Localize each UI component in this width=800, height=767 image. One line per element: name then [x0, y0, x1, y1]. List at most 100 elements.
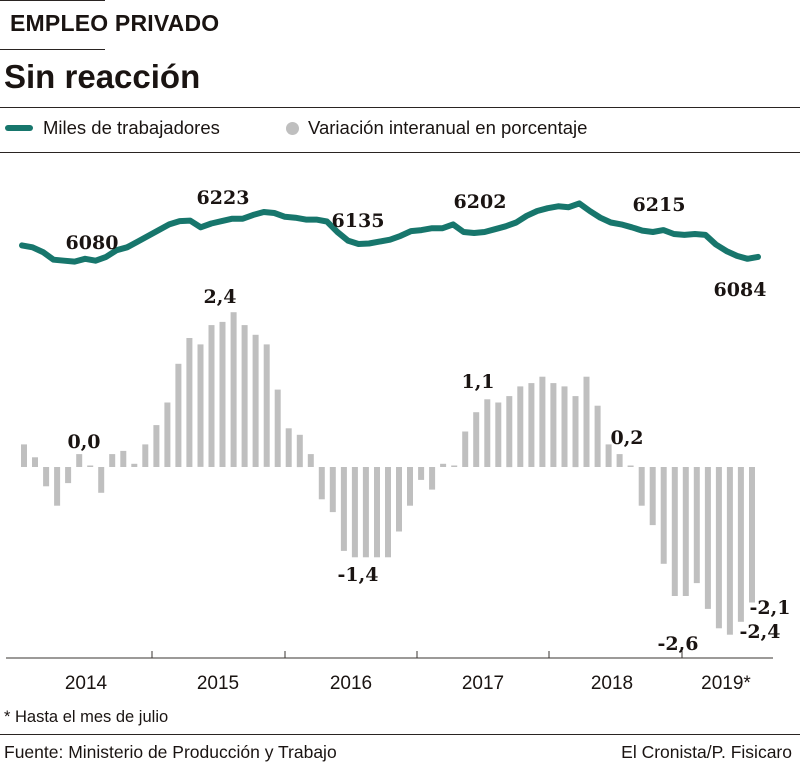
bar: [451, 465, 458, 467]
chart: 2014 2015 2016 2017 2018 2019* 6080 6223 6135 62…: [6, 187, 790, 694]
bar: [649, 467, 656, 526]
bar: [616, 454, 623, 467]
bar: [374, 467, 380, 558]
line-value-label: 6202: [454, 191, 507, 213]
bar: [638, 467, 645, 506]
bar: [340, 467, 347, 551]
bar: [230, 312, 237, 467]
bar: [704, 467, 711, 609]
bar: [43, 467, 50, 487]
headline-rule: [0, 107, 800, 108]
bar: [252, 334, 259, 467]
bar: [682, 467, 689, 596]
bar: [329, 467, 336, 513]
bar-value-label: 0,0: [67, 431, 100, 453]
bar-series: [21, 312, 755, 635]
bar: [583, 376, 590, 467]
bar: [21, 444, 27, 467]
bar-value-label: -1,4: [338, 564, 379, 586]
bar-value-label: 0,2: [610, 427, 643, 449]
bar: [737, 467, 744, 622]
legend-line-label: Miles de trabajadores: [43, 117, 220, 138]
bar: [98, 467, 105, 493]
x-axis: 2014 2015 2016 2017 2018 2019*: [6, 651, 773, 694]
headline: Sin reacción: [4, 58, 201, 95]
bar: [351, 467, 358, 558]
bar: [87, 465, 94, 467]
bar: [65, 467, 72, 484]
bar: [54, 467, 61, 506]
line-swatch-icon: [5, 125, 33, 131]
bar: [407, 467, 413, 506]
year-tick-label: 2017: [462, 673, 504, 694]
bar: [528, 383, 535, 467]
bar: [131, 463, 138, 467]
bar: [175, 363, 182, 467]
bar: [462, 431, 469, 467]
kicker-top-rule: [0, 0, 105, 1]
bar: [484, 399, 491, 467]
bar: [153, 425, 160, 467]
bar: [164, 402, 171, 467]
bar: [219, 321, 226, 467]
bar: [109, 454, 116, 467]
bar-labels: 0,0 2,4 -1,4 1,1 0,2 -2,6 -2,4-2,1: [67, 286, 790, 655]
bar: [197, 344, 204, 467]
bar: [440, 463, 447, 467]
bar: [362, 467, 369, 558]
bar: [693, 467, 700, 584]
bar: [473, 412, 480, 467]
bar: [715, 467, 722, 629]
bar: [429, 467, 436, 490]
year-tick-label: 2019*: [701, 673, 751, 694]
year-tick-label: 2016: [330, 673, 372, 694]
bar: [186, 338, 193, 467]
bar: [142, 444, 149, 467]
legend-bar-label: Variación interanual en porcentaje: [308, 117, 588, 138]
bar: [208, 325, 215, 467]
bar-value-label: -2,4: [740, 621, 781, 643]
footnote: * Hasta el mes de julio: [4, 708, 169, 726]
bar: [506, 396, 513, 468]
bar: [418, 467, 425, 480]
line-value-label: 6084: [714, 279, 767, 301]
legend-line: Miles de trabajadores: [5, 117, 220, 139]
kicker-bottom-rule: [0, 49, 105, 50]
bar: [660, 467, 667, 564]
bar: [605, 444, 612, 467]
bar: [495, 402, 502, 467]
bar: [318, 467, 325, 500]
line-series: [19, 200, 761, 265]
bar-value-label: -2,1: [750, 597, 791, 619]
bar-value-label: 2,4: [203, 286, 236, 308]
line-value-label: 6080: [66, 232, 119, 254]
bar: [32, 457, 38, 467]
bar: [396, 467, 402, 532]
line-labels: 6080 6223 6135 6202 6215 6084: [66, 187, 767, 301]
bar: [627, 465, 634, 467]
bar: [296, 434, 303, 468]
bar: [726, 467, 733, 635]
bar: [285, 428, 292, 467]
bar: [749, 467, 755, 603]
bar: [76, 454, 83, 467]
bar-swatch-icon: [286, 121, 299, 135]
year-tick-label: 2018: [591, 673, 633, 694]
bar: [241, 325, 248, 467]
bar: [550, 383, 557, 467]
bar: [307, 454, 314, 467]
line-value-label: 6135: [332, 210, 385, 232]
bar: [274, 389, 281, 467]
bar: [517, 386, 524, 467]
bar: [671, 467, 678, 596]
line-value-label: 6223: [197, 187, 250, 209]
source: Fuente: Ministerio de Producción y Traba…: [4, 742, 337, 762]
bar: [263, 344, 270, 467]
bar-value-label: -2,6: [658, 633, 699, 655]
bar-value-label: 1,1: [461, 371, 494, 393]
bar: [572, 396, 579, 468]
bar: [594, 405, 601, 467]
bar: [120, 450, 127, 467]
bar: [539, 376, 546, 467]
bar: [385, 467, 391, 558]
